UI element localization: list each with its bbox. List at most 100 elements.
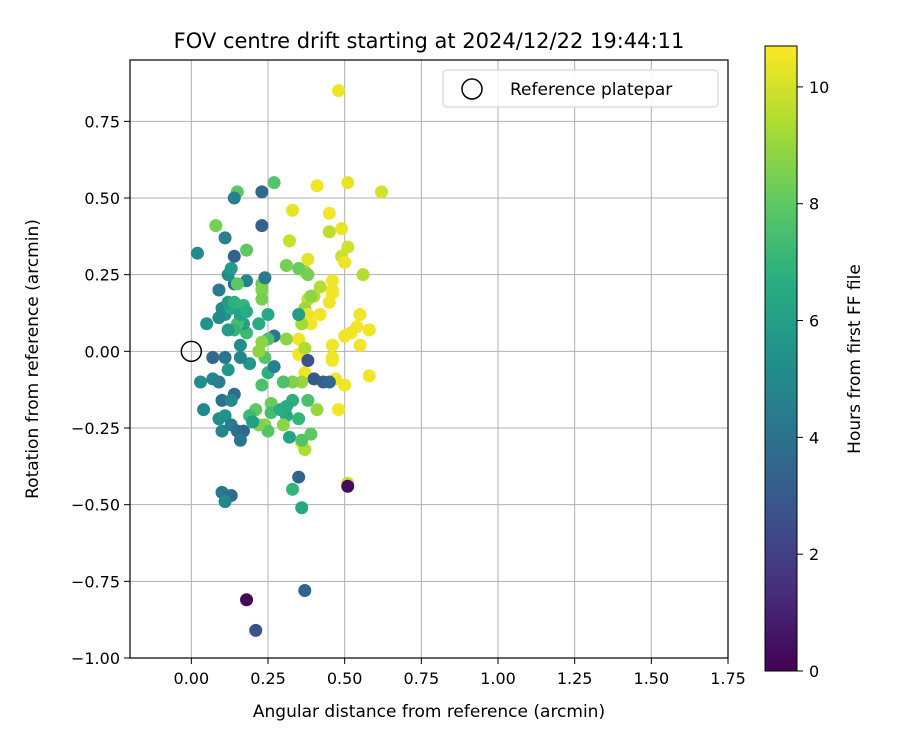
data-point (276, 375, 290, 389)
data-point (233, 338, 247, 352)
data-point (206, 350, 220, 364)
data-point (374, 185, 388, 199)
data-point (224, 393, 238, 407)
data-point (313, 280, 327, 294)
data-point (322, 295, 336, 309)
data-point (301, 268, 315, 282)
data-point (246, 415, 260, 429)
data-point (218, 495, 232, 509)
x-ticks: 0.00 0.25 0.50 0.75 1.00 1.25 1.50 1.75 (174, 658, 746, 688)
data-point (227, 249, 241, 263)
data-point (276, 418, 290, 432)
data-point (221, 363, 235, 377)
data-point (353, 308, 367, 322)
data-point (338, 255, 352, 269)
data-point (233, 350, 247, 364)
data-point (227, 191, 241, 205)
data-point (261, 424, 275, 438)
y-tick-label: 0.00 (84, 342, 120, 361)
colorbar-tick-label: 4 (809, 428, 819, 447)
legend: Reference platepar (442, 69, 719, 108)
data-point (292, 412, 306, 426)
data-point (255, 283, 269, 297)
colorbar: 0 2 4 6 8 10 Hours from first FF file (764, 45, 865, 681)
data-point (286, 375, 300, 389)
data-point (295, 501, 309, 515)
colorbar-tick-label: 8 (809, 195, 819, 214)
legend-box (442, 69, 719, 108)
data-point (261, 308, 275, 322)
x-tick-label: 0.25 (250, 669, 286, 688)
data-point (267, 176, 281, 190)
data-point (279, 258, 293, 272)
data-point (298, 584, 312, 598)
data-point (255, 335, 269, 349)
reference-marker-layer (180, 340, 203, 363)
x-tick-label: 0.00 (174, 669, 210, 688)
data-point (249, 623, 263, 637)
x-axis-label: Angular distance from reference (arcmin) (253, 702, 605, 722)
data-point (362, 369, 376, 383)
data-point (197, 403, 211, 417)
data-point (212, 375, 226, 389)
data-point (313, 308, 327, 322)
data-point (325, 338, 339, 352)
y-ticks: −1.00 −0.75 −0.50 −0.25 0.00 0.25 0.50 0.75 (71, 112, 130, 668)
data-point (255, 292, 269, 306)
data-point (301, 354, 315, 368)
data-point (190, 246, 204, 260)
data-point (301, 252, 315, 266)
y-tick-label: 0.75 (84, 112, 120, 131)
plot-frame (129, 59, 729, 659)
data-point (194, 375, 208, 389)
data-point (240, 243, 254, 257)
data-point (362, 323, 376, 337)
x-tick-label: 0.50 (327, 669, 363, 688)
y-tick-label: −0.75 (71, 572, 120, 591)
x-tick-label: 1.75 (710, 669, 746, 688)
data-point (295, 433, 309, 447)
data-point (273, 403, 287, 417)
data-point (322, 375, 336, 389)
y-tick-label: −0.25 (71, 419, 120, 438)
data-point (282, 234, 296, 248)
data-point (322, 225, 336, 239)
data-point (286, 203, 300, 217)
data-point (325, 354, 339, 368)
y-tick-label: 0.50 (84, 189, 120, 208)
data-point (255, 185, 269, 199)
data-point (279, 332, 293, 346)
data-point (212, 283, 226, 297)
data-point (200, 317, 214, 331)
data-point (218, 409, 232, 423)
data-point (230, 277, 244, 291)
data-point (243, 357, 257, 371)
data-point (332, 403, 346, 417)
data-point (209, 219, 223, 233)
data-point (240, 304, 254, 318)
data-point (341, 176, 355, 190)
data-point (310, 403, 324, 417)
data-point (224, 262, 238, 276)
data-point (264, 396, 278, 410)
legend-reference-marker (461, 78, 483, 100)
data-point (341, 479, 355, 493)
data-point (304, 427, 318, 441)
data-point (221, 323, 235, 337)
data-point (304, 317, 318, 331)
data-point (267, 360, 281, 374)
data-point (304, 289, 318, 303)
data-point (212, 311, 226, 325)
data-point (240, 593, 254, 607)
y-tick-label: −1.00 (71, 649, 120, 668)
data-point (341, 240, 355, 254)
chart-title: FOV centre drift starting at 2024/12/22 … (174, 29, 685, 53)
data-point (295, 375, 309, 389)
data-point (292, 262, 306, 276)
data-point (325, 274, 339, 288)
data-point (332, 84, 346, 98)
y-tick-label: −0.50 (71, 496, 120, 515)
reference-platepar-marker (180, 340, 203, 363)
data-point (338, 329, 352, 343)
